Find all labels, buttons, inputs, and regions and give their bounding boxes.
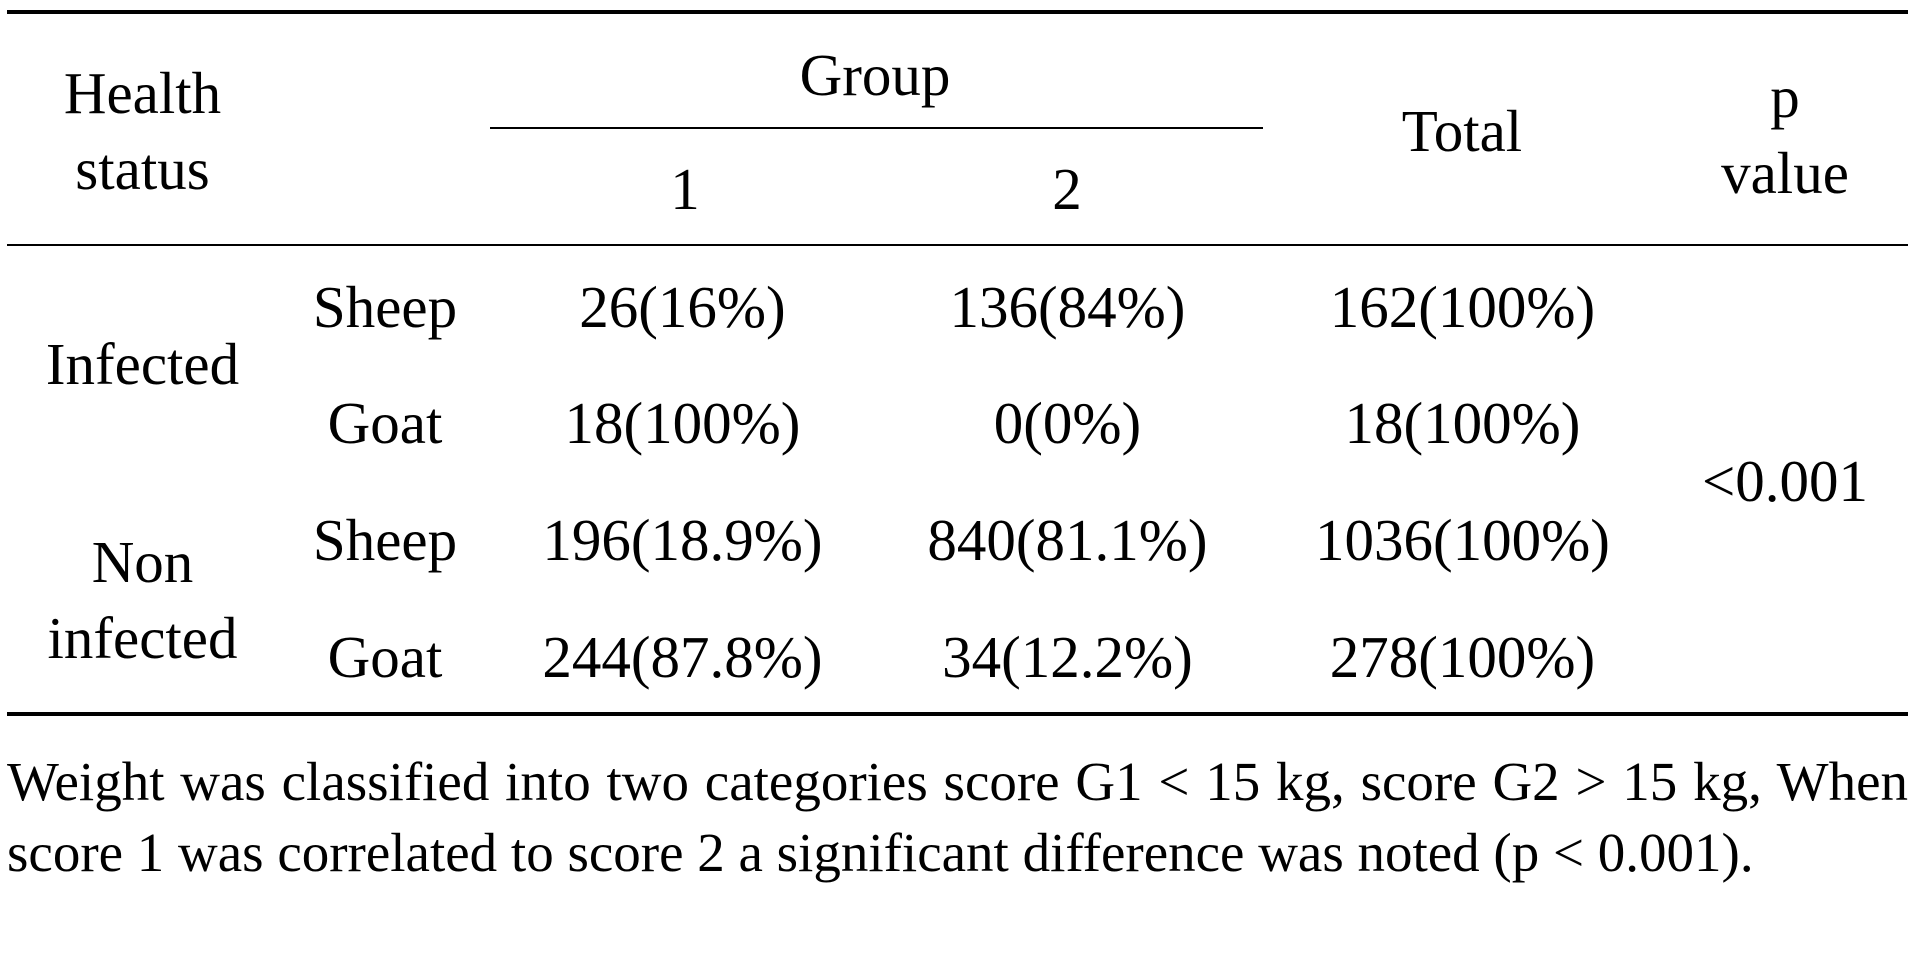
table-row-1-animal: Sheep <box>312 274 458 340</box>
status-non-infected-line-1: Non <box>91 529 194 595</box>
table-row-4-group-1: 244(87.8%) <box>542 624 823 690</box>
status-infected: Infected <box>45 331 240 397</box>
header-total: Total <box>1401 98 1523 164</box>
header-health-status: Health status <box>20 55 265 207</box>
table-bottom-rule <box>7 712 1908 716</box>
table-row-4-total: 278(100%) <box>1329 624 1596 690</box>
table-row-2-total: 18(100%) <box>1344 390 1581 456</box>
table-row-1-group-1: 26(16%) <box>579 274 786 340</box>
table-row-2-animal: Goat <box>327 390 443 456</box>
status-non-infected: Non infected <box>15 524 270 676</box>
header-group: Group <box>799 42 951 108</box>
header-group-2: 2 <box>1052 156 1082 222</box>
table-row-3-group-1: 196(18.9%) <box>542 507 823 573</box>
table-row-1-group-2: 136(84%) <box>949 274 1186 340</box>
status-non-infected-line-2: infected <box>47 605 238 671</box>
table-header-rule <box>7 244 1908 246</box>
table-row-3-total: 1036(100%) <box>1315 507 1610 573</box>
table-row-2-group-1: 18(100%) <box>564 390 801 456</box>
header-group-1: 1 <box>670 156 700 222</box>
table-row-4-animal: Goat <box>327 624 443 690</box>
table-row-3-group-2: 840(81.1%) <box>927 507 1208 573</box>
group-spanner-rule <box>490 127 1263 129</box>
table-top-rule <box>7 10 1908 14</box>
table-row-1-total: 162(100%) <box>1329 274 1596 340</box>
header-p-value-line-1: p <box>1770 64 1800 130</box>
header-health-status-line-1: Health <box>63 60 222 126</box>
header-health-status-line-2: status <box>75 136 210 202</box>
table-row-2-group-2: 0(0%) <box>993 390 1142 456</box>
header-p-value: p value <box>1680 59 1890 211</box>
table-footnote: Weight was classified into two categorie… <box>7 751 1908 883</box>
table-row-3-animal: Sheep <box>312 507 458 573</box>
table-row-4-group-2: 34(12.2%) <box>942 624 1193 690</box>
header-p-value-line-2: value <box>1721 140 1849 206</box>
p-value-cell: <0.001 <box>1701 448 1869 514</box>
